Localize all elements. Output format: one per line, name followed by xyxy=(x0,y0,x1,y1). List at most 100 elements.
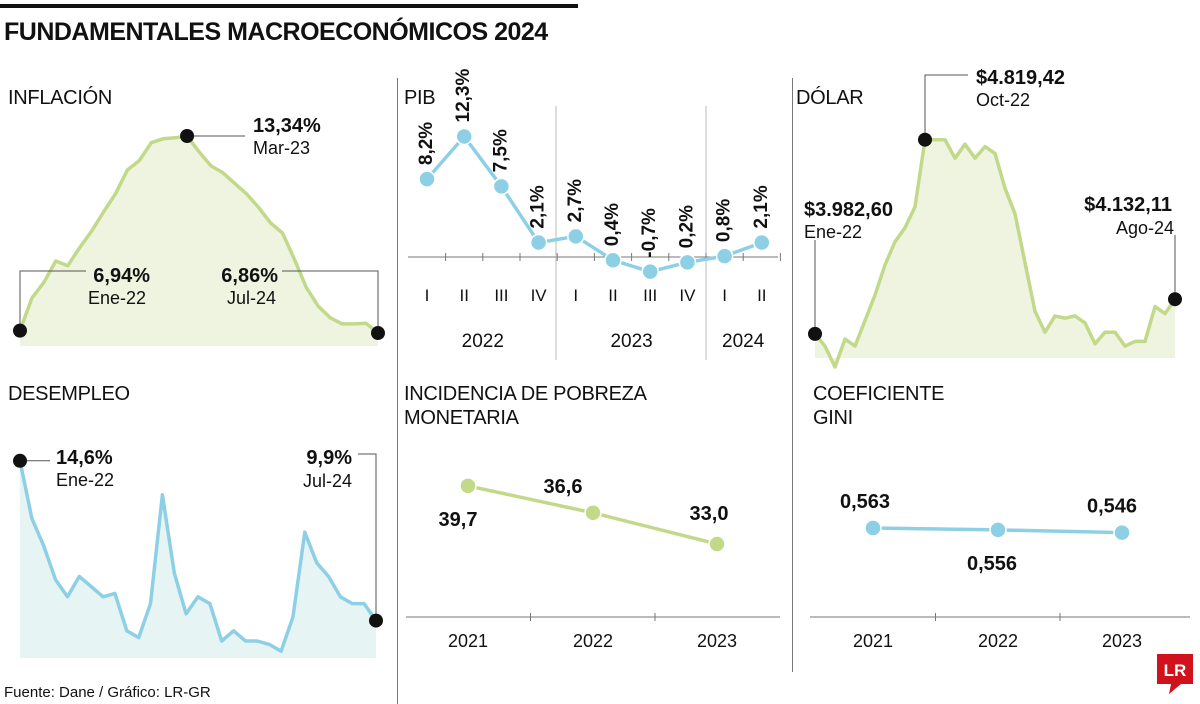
dollar-end-date: Ago-24 xyxy=(1116,218,1174,238)
unemployment-start-marker xyxy=(13,453,27,468)
unemployment-end-marker xyxy=(369,613,383,628)
lr-logo: LR xyxy=(1157,654,1193,694)
inflation-peak-date: Mar-23 xyxy=(253,138,310,158)
divider-2 xyxy=(792,78,793,672)
inflation-end-value: 6,86% xyxy=(221,265,278,287)
gdp-point xyxy=(418,170,436,188)
dollar-end-marker xyxy=(1168,292,1182,307)
inflation-chart: 6,94%Ene-22 13,34%Mar-23 6,86%Jul-24 xyxy=(13,115,385,346)
poverty-point xyxy=(708,535,726,553)
dollar-start-value: $3.982,60 xyxy=(804,199,893,221)
poverty-chart: 39,7 2021 36,6 2022 33,0 2023 xyxy=(406,476,780,651)
gini-data-label: 0,546 xyxy=(1087,496,1137,518)
gdp-data-label: 0,2% xyxy=(676,205,697,248)
unemployment-start-date: Ene-22 xyxy=(56,470,114,490)
dollar-peak-value: $4.819,42 xyxy=(976,67,1065,89)
gdp-quarter-label: IV xyxy=(531,286,548,305)
dollar-start-marker xyxy=(808,326,822,341)
poverty-year-label: 2021 xyxy=(448,631,488,651)
gdp-point xyxy=(455,127,473,146)
inflation-start-value: 6,94% xyxy=(93,265,150,287)
gini-point xyxy=(864,519,882,537)
unemployment-leader-end xyxy=(358,453,377,621)
gdp-point xyxy=(567,227,585,246)
gdp-point xyxy=(715,247,734,265)
gdp-point xyxy=(604,251,622,269)
inflation-title: INFLACIÓN xyxy=(8,87,112,109)
gdp-panel: PIB xyxy=(398,78,792,368)
dollar-leader-peak xyxy=(924,74,968,140)
inflation-start-date: Ene-22 xyxy=(88,288,146,308)
inflation-end-marker xyxy=(371,326,385,341)
gdp-point xyxy=(529,233,548,252)
gini-title-line-2: GINI xyxy=(813,407,853,429)
inflation-area xyxy=(20,136,378,346)
inflation-line xyxy=(18,134,380,335)
poverty-panel: INCIDENCIA DE POBREZA MONETARIA xyxy=(398,378,792,668)
gdp-point xyxy=(753,233,771,252)
inflation-panel: INFLACIÓN xyxy=(0,78,396,368)
gini-panel: COEFICIENTE GINI xyxy=(793,378,1199,668)
gdp-data-label: 8,2% xyxy=(416,122,437,165)
divider-1 xyxy=(397,78,398,704)
unemployment-line xyxy=(18,460,378,653)
gdp-quarter-label: II xyxy=(459,286,468,305)
gdp-year-label: 2023 xyxy=(610,331,652,352)
dollar-peak-marker xyxy=(918,132,932,147)
gdp-data-label: 0,8% xyxy=(714,199,735,242)
gini-year-label: 2022 xyxy=(978,631,1018,651)
poverty-data-label: 36,6 xyxy=(544,476,583,498)
dollar-line xyxy=(813,137,1177,369)
inflation-end-date: Jul-24 xyxy=(227,288,276,308)
lr-logo-text: LR xyxy=(1164,661,1187,680)
unemployment-end-value: 9,9% xyxy=(306,447,352,469)
poverty-data-label: 39,7 xyxy=(439,509,478,531)
gdp-data-label: 2,1% xyxy=(751,185,772,228)
gdp-quarter-label: I xyxy=(425,286,430,305)
gdp-point xyxy=(641,262,659,281)
inflation-peak-value: 13,34% xyxy=(253,115,321,137)
unemployment-end-date: Jul-24 xyxy=(303,471,352,491)
gdp-quarter-label: III xyxy=(643,286,657,305)
unemployment-panel: DESEMPLEO xyxy=(0,378,396,668)
gdp-chart: 8,2%I12,3%II7,5%III2,1%IV2,7%I0,4%II-0,7… xyxy=(408,69,781,360)
source-footer: Fuente: Dane / Gráfico: LR-GR xyxy=(4,684,211,701)
dollar-end-value: $4.132,11 xyxy=(1084,194,1172,216)
gdp-data-label: 2,1% xyxy=(528,185,549,228)
gdp-data-label: 0,4% xyxy=(602,203,623,246)
gini-data-label: 0,556 xyxy=(967,553,1017,575)
gdp-point xyxy=(678,253,697,272)
gdp-data-label: -0,7% xyxy=(639,208,660,258)
gdp-quarter-label: I xyxy=(722,286,727,305)
gini-year-label: 2023 xyxy=(1102,631,1142,651)
poverty-year-label: 2022 xyxy=(573,631,613,651)
poverty-title-line-2: MONETARIA xyxy=(404,407,519,429)
gdp-data-label: 12,3% xyxy=(453,69,474,123)
poverty-title-line-1: INCIDENCIA DE POBREZA xyxy=(404,383,647,405)
poverty-point xyxy=(459,477,477,495)
gdp-quarter-label: II xyxy=(757,286,766,305)
gdp-quarter-label: III xyxy=(494,286,508,305)
title-rule xyxy=(0,4,578,8)
gini-title-line-1: COEFICIENTE xyxy=(813,383,945,405)
unemployment-title: DESEMPLEO xyxy=(8,383,130,405)
unemployment-start-value: 14,6% xyxy=(56,447,113,469)
page-title: FUNDAMENTALES MACROECONÓMICOS 2024 xyxy=(4,18,548,46)
dollar-peak-date: Oct-22 xyxy=(976,90,1030,110)
inflation-start-marker xyxy=(13,323,27,338)
poverty-point xyxy=(584,504,602,522)
gdp-year-label: 2024 xyxy=(722,331,765,352)
dollar-title: DÓLAR xyxy=(796,87,864,109)
gdp-line xyxy=(425,134,763,274)
gdp-quarter-label: IV xyxy=(679,286,696,305)
gini-point xyxy=(989,521,1007,539)
dollar-panel: DÓLAR xyxy=(793,78,1199,368)
gdp-year-label: 2022 xyxy=(462,331,504,352)
gdp-quarter-label: I xyxy=(573,286,578,305)
gdp-point xyxy=(492,177,511,196)
poverty-year-label: 2023 xyxy=(697,631,737,651)
gini-point xyxy=(1113,523,1131,542)
gdp-data-label: 2,7% xyxy=(565,179,586,222)
